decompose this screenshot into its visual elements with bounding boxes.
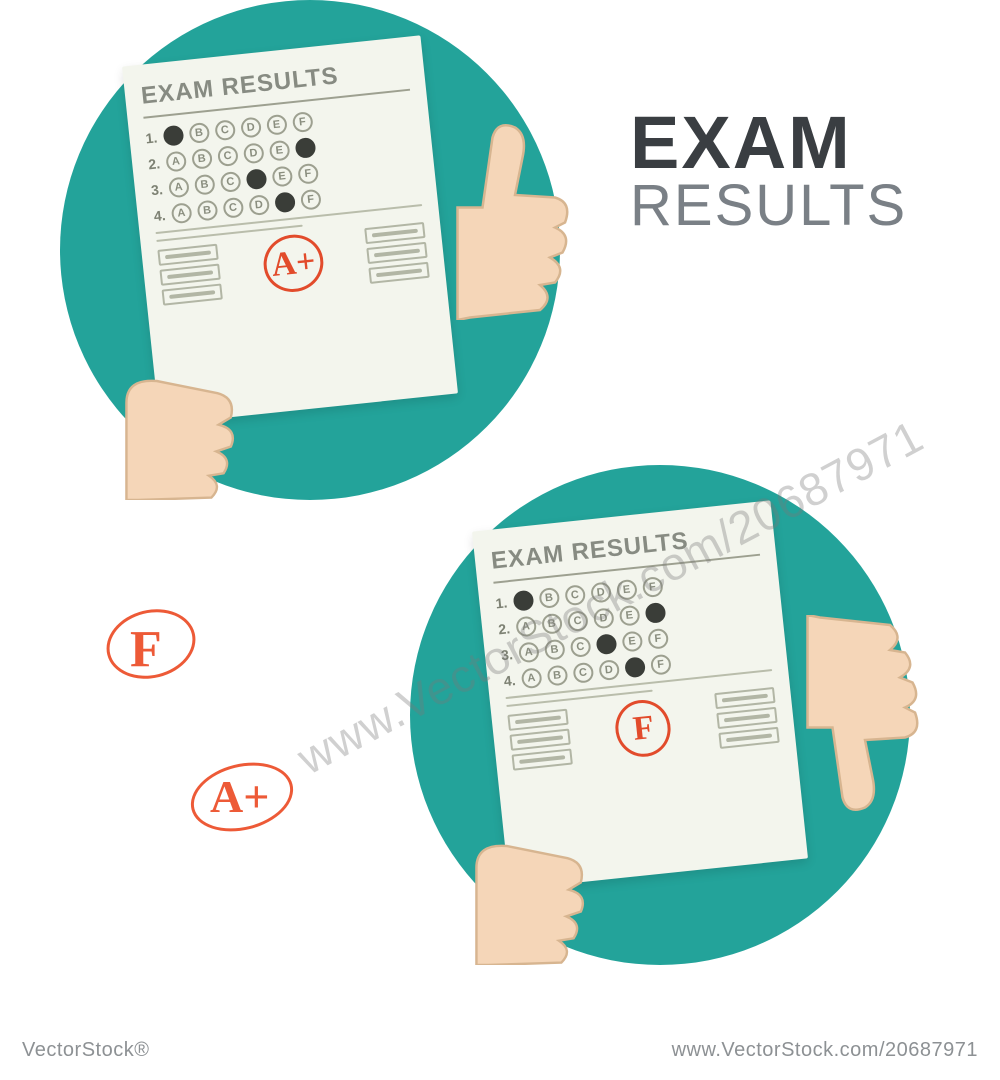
answer-bubble: [595, 633, 617, 655]
answer-bubble: A: [518, 641, 540, 663]
answer-bubble: D: [242, 142, 264, 164]
free-grade-a: A+: [210, 770, 269, 823]
box: [159, 264, 220, 286]
question-number: 4.: [503, 672, 516, 689]
answer-bubble: B: [541, 613, 563, 635]
box: [714, 687, 775, 709]
answer-bubble: B: [191, 148, 213, 170]
answer-bubble: [245, 168, 267, 190]
answer-bubble: B: [196, 200, 218, 222]
answer-bubble: A: [520, 667, 542, 689]
holding-hand-icon: [450, 795, 600, 965]
answer-grid: 1.BCDEF2.ABCDE3.ABCEF4.ABCDF: [145, 101, 422, 226]
box: [364, 222, 425, 244]
answer-bubble: B: [188, 122, 210, 144]
answer-bubble: F: [650, 654, 672, 676]
answer-grid: 1.BCDEF2.ABCDE3.ABCEF4.ABCDF: [495, 566, 772, 691]
answer-bubble: [274, 191, 296, 213]
answer-bubble: F: [300, 189, 322, 211]
question-number: 3.: [500, 646, 513, 663]
answer-bubble: C: [214, 119, 236, 141]
answer-bubble: [294, 137, 316, 159]
grade-area: A+: [157, 222, 429, 306]
answer-bubble: F: [647, 628, 669, 650]
question-number: 2.: [148, 155, 161, 172]
box: [509, 729, 570, 751]
answer-bubble: B: [546, 665, 568, 687]
box: [507, 709, 568, 731]
question-number: 2.: [498, 620, 511, 637]
answer-bubble: E: [266, 114, 288, 136]
title-line-1: EXAM: [630, 108, 907, 178]
answer-bubble: D: [590, 582, 612, 604]
answer-bubble: C: [564, 584, 586, 606]
answer-bubble: [644, 602, 666, 624]
answer-bubble: C: [222, 197, 244, 219]
answer-bubble: C: [217, 145, 239, 167]
grade-circle-icon: [256, 227, 331, 300]
grade-mark-pass: A+: [266, 239, 320, 288]
answer-bubble: D: [592, 607, 614, 629]
answer-bubble: C: [567, 610, 589, 632]
answer-bubble: A: [165, 151, 187, 173]
box: [366, 242, 427, 264]
grade-mark-fail: F: [618, 705, 668, 754]
box: [512, 748, 573, 770]
free-grade-f: F: [130, 620, 162, 679]
answer-bubble: A: [168, 176, 190, 198]
answer-bubble: D: [248, 194, 270, 216]
grade-circle-icon: [99, 600, 203, 688]
answer-bubble: [162, 125, 184, 147]
answer-bubble: F: [297, 163, 319, 185]
answer-bubble: C: [219, 171, 241, 193]
title-line-2: RESULTS: [630, 178, 907, 233]
answer-bubble: [512, 590, 534, 612]
answer-bubble: [624, 656, 646, 678]
answer-bubble: E: [268, 140, 290, 162]
result-circle-pass: EXAM RESULTS 1.BCDEF2.ABCDE3.ABCEF4.ABCD…: [60, 0, 560, 500]
answer-bubble: A: [515, 616, 537, 638]
answer-bubble: B: [193, 174, 215, 196]
signature-boxes: [507, 709, 573, 771]
answer-bubble: E: [621, 631, 643, 653]
question-number: 1.: [145, 129, 158, 146]
answer-bubble: C: [572, 662, 594, 684]
answer-bubble: F: [291, 111, 313, 133]
answer-bubble: F: [641, 576, 663, 598]
holding-hand-icon: [100, 330, 250, 500]
answer-bubble: B: [543, 639, 565, 661]
grade-circle-icon: [184, 752, 301, 841]
box: [162, 283, 223, 305]
footer-brand: VectorStock®: [22, 1039, 149, 1062]
grade-area: F: [507, 687, 779, 771]
answer-bubble: D: [240, 117, 262, 139]
answer-bubble: B: [538, 587, 560, 609]
grade-circle-icon: [608, 693, 678, 764]
question-number: 4.: [153, 207, 166, 224]
signature-boxes: [157, 244, 223, 306]
thumbs-up-icon: [420, 120, 570, 320]
answer-bubble: A: [170, 202, 192, 224]
answer-bubble: D: [598, 659, 620, 681]
result-circle-fail: EXAM RESULTS 1.BCDEF2.ABCDE3.ABCEF4.ABCD…: [410, 465, 910, 965]
answer-bubble: C: [569, 636, 591, 658]
page-title: EXAM RESULTS: [630, 108, 907, 233]
footer-url: www.VectorStock.com/20687971: [672, 1039, 978, 1062]
question-number: 3.: [150, 181, 163, 198]
thumbs-down-icon: [770, 615, 920, 815]
answer-bubble: E: [271, 166, 293, 188]
question-number: 1.: [495, 594, 508, 611]
box: [157, 244, 218, 266]
box: [716, 707, 777, 729]
answer-bubble: E: [618, 605, 640, 627]
answer-bubble: E: [616, 579, 638, 601]
